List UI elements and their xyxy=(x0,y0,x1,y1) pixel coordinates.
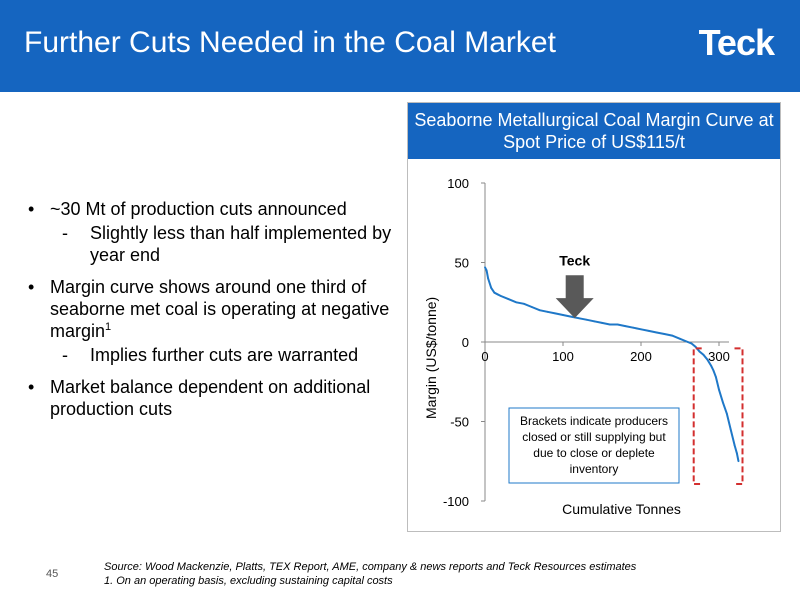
dash-icon: - xyxy=(62,345,68,365)
margin-curve-point xyxy=(577,317,580,320)
bullet-dot-icon: • xyxy=(28,199,35,219)
margin-curve-point xyxy=(706,358,709,361)
margin-curve-point xyxy=(608,323,611,326)
dash-icon: - xyxy=(62,223,68,243)
margin-curve-point xyxy=(702,353,705,356)
bullet-text: Market balance dependent on additional p… xyxy=(50,377,371,419)
brackets-note-box xyxy=(508,407,680,484)
sub-bullet-text: Implies further cuts are warranted xyxy=(90,345,359,365)
footnote-marker: 1 xyxy=(105,321,112,333)
margin-curve-point xyxy=(737,460,740,463)
margin-curve-point xyxy=(546,310,549,313)
margin-curve-point xyxy=(647,329,650,332)
margin-curve-point xyxy=(507,298,510,300)
bullet-item: • Margin curve shows around one third of… xyxy=(28,276,398,366)
margin-curve-point xyxy=(663,333,666,335)
margin-curve-point xyxy=(694,345,697,348)
margin-curve-point xyxy=(616,323,619,326)
teck-logo: Teck xyxy=(698,22,775,63)
margin-curve-point xyxy=(671,334,674,337)
margin-curve-point xyxy=(490,287,493,289)
margin-curve-point xyxy=(679,337,681,340)
y-tick-label: 50 xyxy=(455,256,469,271)
x-tick-label: 100 xyxy=(552,349,574,364)
page-number: 45 xyxy=(46,568,59,580)
margin-curve-point xyxy=(593,320,596,323)
margin-curve-point xyxy=(484,266,486,269)
margin-curve-point xyxy=(725,412,728,415)
teck-arrow-icon xyxy=(555,275,594,319)
bullet-list: • ~30 Mt of production cuts announced - … xyxy=(28,198,398,430)
margin-curve-point xyxy=(485,269,488,272)
margin-curve-point xyxy=(601,322,603,324)
sub-bullet-text: Slightly less than half implemented by y… xyxy=(90,223,392,265)
margin-curve-point xyxy=(712,369,715,372)
margin-curve-point xyxy=(690,342,693,345)
brackets-note: Brackets indicate producers closed or st… xyxy=(519,414,669,476)
margin-curve-point xyxy=(686,341,689,343)
bullet-text: Margin curve shows around one third of s… xyxy=(50,277,390,341)
margin-curve-point xyxy=(640,328,642,331)
source-note: Source: Wood Mackenzie, Platts, TEX Repo… xyxy=(104,560,636,588)
bullet-text: ~30 Mt of production cuts announced xyxy=(50,199,347,219)
margin-curve-point xyxy=(736,452,738,455)
x-tick-label: 0 xyxy=(481,349,488,364)
slide-header: Further Cuts Needed in the Coal Market T… xyxy=(0,0,800,92)
chart-panel: Seaborne Metallurgical Coal Margin Curve… xyxy=(407,102,781,532)
y-axis-label: Margin (US$/tonne) xyxy=(423,297,439,419)
x-tick-label: 200 xyxy=(630,349,652,364)
margin-curve-point xyxy=(718,388,720,391)
margin-curve-point xyxy=(487,277,490,280)
y-tick-label: 0 xyxy=(462,335,469,350)
margin-curve-point xyxy=(585,318,588,321)
margin-curve-point xyxy=(523,302,525,305)
bullet-item: • ~30 Mt of production cuts announced - … xyxy=(28,198,398,266)
y-tick-label: -50 xyxy=(450,415,469,430)
bullet-dot-icon: • xyxy=(28,277,35,297)
margin-curve-point xyxy=(538,309,541,312)
margin-curve-point xyxy=(530,306,533,308)
margin-curve-point xyxy=(624,325,627,327)
brackets-note-text: Brackets indicate producers closed or st… xyxy=(519,414,669,476)
margin-curve-point xyxy=(496,293,499,296)
margin-curve-point xyxy=(499,294,502,297)
margin-curve-chart: 100 50 0 -50 -100 0 100 200 300 Margin (US$/tonne… xyxy=(423,176,744,517)
right-bracket xyxy=(734,347,744,485)
x-axis-label: Cumulative Tonnes xyxy=(562,501,681,517)
x-tick-label: 300 xyxy=(708,349,730,364)
margin-curve-point xyxy=(655,331,658,334)
slide-title: Further Cuts Needed in the Coal Market xyxy=(24,26,556,59)
bullet-dot-icon: • xyxy=(28,377,35,397)
bullet-item: • Market balance dependent on additional… xyxy=(28,376,398,420)
y-tick-label: -100 xyxy=(443,494,469,509)
margin-curve-point xyxy=(562,314,564,316)
margin-curve-point xyxy=(493,291,496,294)
source-text: Source: Wood Mackenzie, Platts, TEX Repo… xyxy=(104,561,637,573)
margin-curve-point xyxy=(722,401,724,404)
footnote-text: 1. On an operating basis, excluding sust… xyxy=(104,575,393,587)
margin-curve-line xyxy=(484,266,740,462)
chart-title: Seaborne Metallurgical Coal Margin Curve… xyxy=(408,103,780,159)
margin-curve-point xyxy=(569,315,572,318)
margin-curve-point xyxy=(554,312,557,315)
left-bracket xyxy=(692,347,702,485)
margin-curve-point xyxy=(698,350,701,353)
margin-curve-point xyxy=(710,364,713,367)
margin-curve-point xyxy=(733,444,736,447)
margin-curve-point xyxy=(714,376,717,378)
margin-curve-point xyxy=(515,301,518,304)
y-tick-label: 100 xyxy=(447,176,469,191)
margin-curve-point xyxy=(729,428,732,431)
margin-curve-point xyxy=(632,326,635,329)
teck-annotation-label: Teck xyxy=(559,252,590,268)
sub-bullet-item: - Slightly less than half implemented by… xyxy=(50,222,398,266)
sub-bullet-item: - Implies further cuts are warranted xyxy=(50,344,398,366)
